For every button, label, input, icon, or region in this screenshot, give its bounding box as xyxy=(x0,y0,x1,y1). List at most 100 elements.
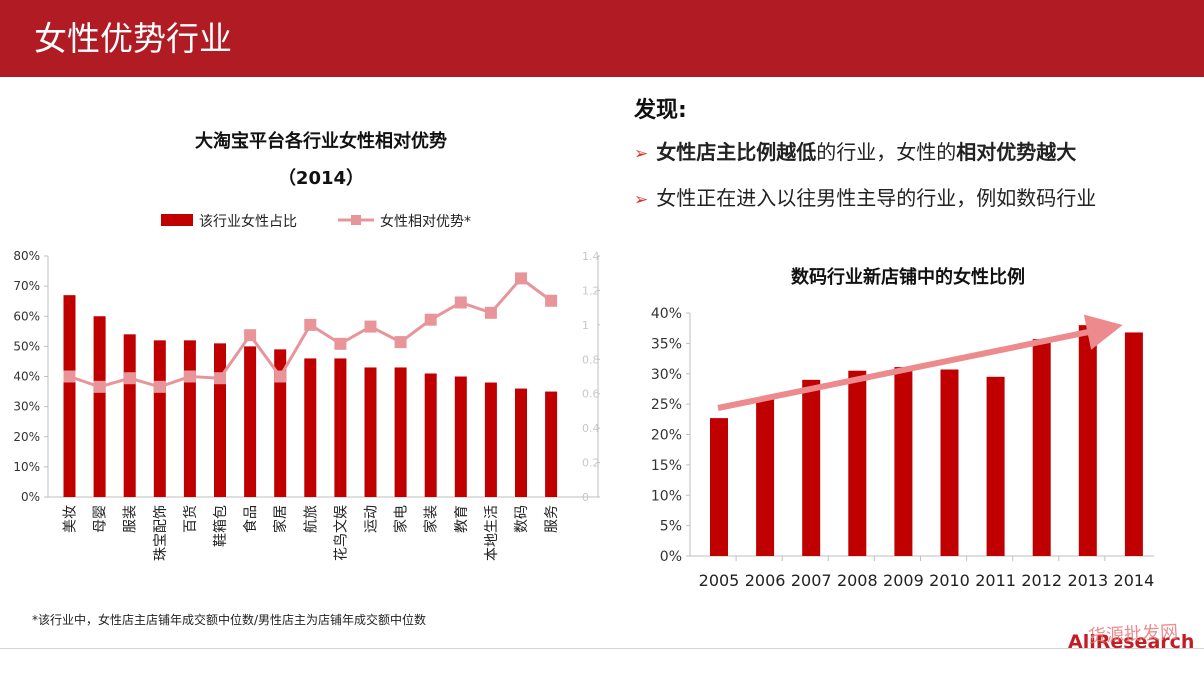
chart2-x-tick-label: 2005 xyxy=(699,571,740,590)
chart1-y2-tick-label: 0.6 xyxy=(582,388,600,401)
chart2-bar xyxy=(756,399,775,556)
chart1-line-point xyxy=(304,318,317,331)
chart1-x-tick-label: 鞋箱包 xyxy=(213,505,229,547)
chart2-x-tick-label: 2012 xyxy=(1021,571,1062,590)
chart1-bar xyxy=(123,334,136,497)
chart1-line-point xyxy=(214,372,226,385)
aliresearch-logo: AliResearch xyxy=(1068,631,1195,653)
chart2-bar xyxy=(1124,332,1143,556)
chart1-line-point xyxy=(394,336,407,349)
chart1-y2-tick-label: 0.2 xyxy=(582,457,600,470)
chart1-axes: 0% 10% 20% 30% 40% 50% 60% 70% 80% 0 0.2 0.4 0.6 0.8 1… xyxy=(13,249,600,504)
chart1-bar xyxy=(244,346,257,497)
chart2-bar xyxy=(710,418,728,556)
chart1-bar xyxy=(454,376,467,497)
chart2-y-tick-label: 30% xyxy=(651,367,682,383)
chart1-bar xyxy=(545,391,558,497)
chart1-y-tick-label: 10% xyxy=(13,460,40,474)
chart1-x-tick-label: 家居 xyxy=(272,505,289,533)
chart1-x-tick-label: 食品 xyxy=(242,505,259,533)
chart2-x-tick-label: 2013 xyxy=(1067,571,1108,590)
finding-1-bold2: 相对优势越大 xyxy=(956,140,1077,164)
legend-line-label: 女性相对优势* xyxy=(380,213,471,230)
chart2-axes: 0% 5% 10% 15% 20% 25% 30% 35% 40% xyxy=(651,306,1154,565)
chart1-line-point xyxy=(515,272,527,285)
chart1-bar xyxy=(364,367,377,497)
chart2-y-tick-label: 10% xyxy=(651,488,682,504)
chart1-line-point xyxy=(244,329,257,342)
chart1-y2-tick-label: 0.4 xyxy=(582,422,600,435)
chart2-bar xyxy=(894,367,913,556)
chart1-line xyxy=(63,272,558,393)
chart2-x-tick-label: 2006 xyxy=(745,571,786,590)
chart1-bar xyxy=(274,349,287,497)
chart1-y-tick-label: 0% xyxy=(21,490,40,504)
chart1-line-point xyxy=(364,320,377,333)
chart1-bar xyxy=(394,367,407,497)
chart1-bar xyxy=(214,343,226,497)
chart2-bars xyxy=(710,325,1143,556)
chart2-y-tick-label: 20% xyxy=(651,428,682,444)
legend-bar-swatch xyxy=(161,214,193,226)
finding-1-bold: 女性店主比例越低 xyxy=(656,140,817,164)
chart1-x-tick-label: 美妆 xyxy=(63,505,79,533)
chart1-y-tick-label: 80% xyxy=(13,249,40,263)
chart1-bar xyxy=(63,295,76,497)
trend-arrow xyxy=(717,314,1123,411)
footnote: *该行业中，女性店主店铺年成交额中位数/男性店主为店铺年成交额中位数 xyxy=(32,613,427,627)
chart2-x-tick-label: 2011 xyxy=(975,571,1016,590)
chart1-line-point xyxy=(545,294,558,307)
chart1-y2-tick-label: 0.8 xyxy=(582,353,600,366)
chart2-x-labels: 2005 2006 2007 2008 2009 2010 2011 2012 2013 2014 xyxy=(699,571,1155,590)
chart1-y-tick-label: 40% xyxy=(13,370,40,384)
chart1-x-tick-label: 运动 xyxy=(364,505,380,533)
chart1-y2-tick-label: 1.2 xyxy=(582,284,600,297)
chart1-y2-tick-label: 0 xyxy=(582,491,589,504)
legend-bar-label: 该行业女性占比 xyxy=(199,213,297,230)
chart1-bar xyxy=(484,382,497,497)
chart2-title: 数码行业新店铺中的女性比例 xyxy=(791,266,1025,288)
finding-1: ➢ 女性店主比例越低的行业，女性的相对优势越大 xyxy=(634,136,1194,182)
chart2-bar xyxy=(802,379,821,556)
header-bar: 女性优势行业 xyxy=(0,0,1204,77)
chart1-legend: 该行业女性占比 女性相对优势* xyxy=(161,213,471,230)
chart2-x-tick-label: 2008 xyxy=(837,571,878,590)
chart2-x-tick-label: 2010 xyxy=(929,571,970,590)
chart1-line-point xyxy=(183,370,196,383)
arrow-bullet-icon: ➢ xyxy=(634,190,649,210)
chart1-x-tick-label: 服装 xyxy=(123,505,139,533)
chart2-y-tick-label: 15% xyxy=(651,458,682,474)
chart1-line-point xyxy=(334,337,347,350)
chart2-bar xyxy=(1032,339,1051,556)
chart1-y-tick-label: 60% xyxy=(13,309,40,323)
chart1-x-labels: 美妆 母婴 服装 珠宝配饰 百货 鞋箱包 食品 家居 航旅 花鸟文娱 运动 家电 家装 教育 本地生活 数码服… xyxy=(63,505,561,561)
chart1-y2-tick-label: 1 xyxy=(582,319,589,332)
finding-2-text: 女性正在进入以往男性主导的行业，例如数码行业 xyxy=(656,186,1097,210)
bottom-divider xyxy=(0,648,1204,649)
chart1-y-tick-label: 70% xyxy=(13,279,40,293)
chart1-bar xyxy=(334,358,347,497)
chart1-x-tick-label: 航旅 xyxy=(303,505,319,533)
industry-female-advantage-chart: 大淘宝平台各行业女性相对优势 （2014） 该行业女性占比 女性相对优势* 0%… xyxy=(13,130,600,561)
chart1-line-point xyxy=(123,372,136,385)
chart1-x-tick-label: 百货 xyxy=(182,505,199,533)
chart2-y-tick-label: 5% xyxy=(660,519,682,535)
chart1-x-tick-label: 数码 xyxy=(514,505,530,533)
chart1-bar xyxy=(153,340,166,497)
chart1-subtitle: （2014） xyxy=(278,168,364,189)
chart1-y-tick-label: 50% xyxy=(13,339,40,353)
chart1-line-point xyxy=(274,370,287,383)
chart1-bar xyxy=(183,340,196,497)
chart1-y-tick-label: 30% xyxy=(13,400,40,414)
chart1-line-point xyxy=(424,313,437,326)
chart2-x-tick-label: 2009 xyxy=(883,571,924,590)
chart1-line-point xyxy=(153,380,166,393)
chart2-bar xyxy=(1078,325,1097,556)
findings-title: 发现: xyxy=(634,98,687,123)
chart1-x-tick-label: 服务 xyxy=(544,505,560,533)
chart1-line-point xyxy=(484,306,497,319)
chart2-y-tick-label: 25% xyxy=(651,397,682,413)
chart1-bar xyxy=(304,358,317,497)
chart1-y-tick-label: 20% xyxy=(13,430,40,444)
chart2-bar xyxy=(986,376,1005,556)
